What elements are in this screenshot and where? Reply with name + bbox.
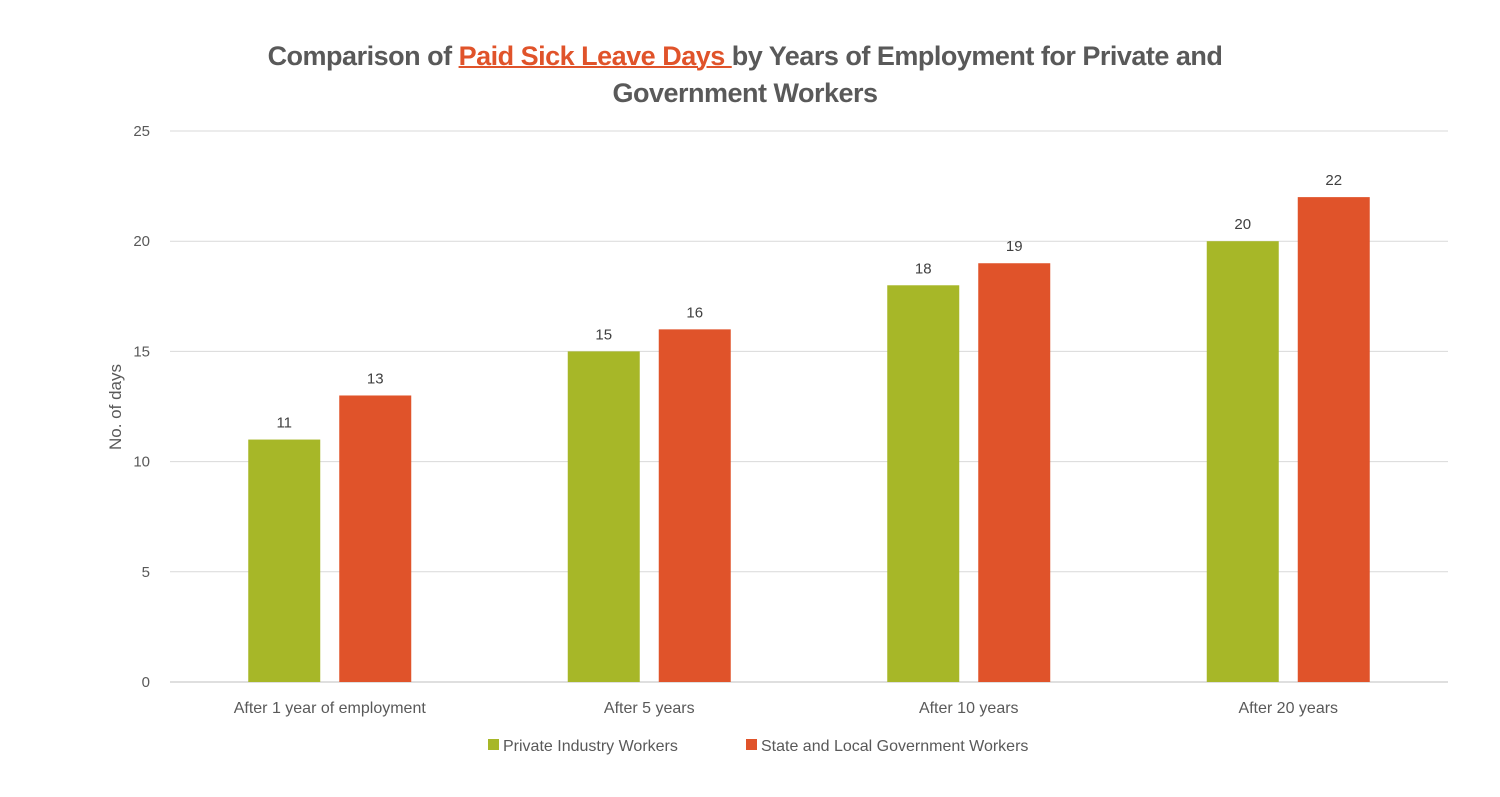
- data-label: 18: [915, 260, 932, 277]
- legend-label: State and Local Government Workers: [761, 738, 1028, 755]
- legend-swatch: [746, 739, 757, 750]
- title-link[interactable]: Paid Sick Leave Days: [458, 41, 732, 71]
- bar: [248, 439, 321, 682]
- x-tick-label: After 20 years: [1238, 700, 1338, 717]
- y-tick-label: 10: [133, 454, 150, 471]
- bar: [567, 351, 640, 682]
- data-label: 20: [1234, 216, 1251, 233]
- data-label: 11: [276, 415, 292, 432]
- data-label: 16: [686, 304, 703, 321]
- legend-label: Private Industry Workers: [503, 738, 678, 755]
- bar: [658, 329, 731, 682]
- bar: [1297, 197, 1370, 682]
- data-label: 19: [1006, 238, 1023, 255]
- chart-title: Comparison of Paid Sick Leave Days by Ye…: [200, 38, 1290, 112]
- y-tick-label: 25: [133, 123, 150, 140]
- legend-swatch: [488, 739, 499, 750]
- title-part-1: Comparison of: [267, 41, 459, 71]
- y-tick-label: 15: [133, 343, 150, 360]
- y-tick-label: 5: [142, 564, 150, 581]
- x-tick-label: After 1 year of employment: [234, 700, 427, 717]
- y-tick-label: 20: [133, 233, 150, 250]
- data-label: 22: [1325, 172, 1342, 189]
- bar: [1206, 241, 1279, 682]
- bar: [887, 285, 960, 682]
- x-tick-label: After 5 years: [604, 700, 695, 717]
- x-tick-label: After 10 years: [919, 700, 1019, 717]
- bar: [978, 263, 1051, 682]
- data-label: 13: [367, 370, 384, 387]
- data-label: 15: [595, 326, 612, 343]
- y-axis-title: No. of days: [106, 364, 125, 450]
- title-part-3: by Years of Employment for Private and G…: [612, 41, 1223, 108]
- bar: [339, 395, 412, 682]
- y-tick-label: 0: [142, 674, 150, 691]
